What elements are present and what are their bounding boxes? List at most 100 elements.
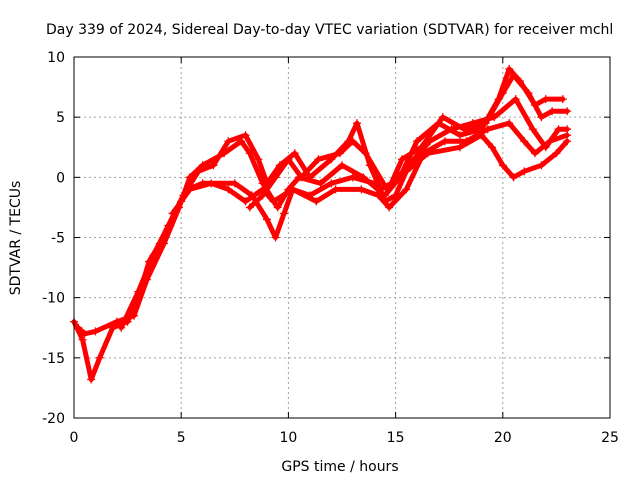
data-point (338, 161, 346, 170)
data-point (537, 161, 546, 170)
data-point (563, 125, 572, 134)
data-point (353, 119, 362, 128)
data-point (509, 173, 518, 182)
data-point (185, 185, 194, 194)
data-point (490, 113, 499, 122)
data-point (558, 95, 567, 104)
data-point (552, 149, 561, 158)
data-point (348, 173, 357, 182)
data-point (541, 143, 550, 152)
y-tick-label: 5 (56, 110, 65, 126)
tick-labels: 0 5 10 15 20 25 -20 -15 -10 -5 0 5 10 (42, 50, 619, 446)
data-series (70, 65, 572, 384)
data-point (447, 125, 456, 134)
data-point (498, 89, 507, 98)
data-point (455, 131, 464, 140)
y-tick-label: 0 (56, 170, 65, 186)
x-tick-label: 20 (494, 430, 512, 446)
data-point (314, 155, 323, 164)
data-point (80, 329, 89, 338)
data-point (438, 113, 447, 122)
data-point (548, 107, 557, 116)
data-point (455, 143, 464, 152)
data-point (258, 191, 267, 200)
series-line (247, 96, 570, 210)
data-point (245, 203, 254, 212)
y-tick-label: -10 (42, 291, 65, 307)
data-point (316, 179, 325, 188)
x-tick-label: 0 (70, 430, 79, 446)
data-point (335, 149, 344, 158)
data-point (520, 137, 529, 146)
data-point (207, 179, 216, 188)
data-point (271, 173, 280, 182)
data-point (117, 323, 126, 332)
chart-title: Day 339 of 2024, Sidereal Day-to-day VTE… (46, 22, 613, 38)
y-axis-title: SDTVAR / TECUs (8, 181, 24, 296)
data-point (509, 71, 518, 80)
data-point (530, 149, 539, 158)
data-point (224, 185, 233, 194)
data-point (95, 353, 104, 362)
data-point (402, 185, 411, 194)
data-point (385, 203, 394, 212)
data-point (87, 375, 96, 384)
series-track-3 (117, 71, 572, 332)
data-point (331, 185, 340, 194)
data-point (241, 131, 250, 140)
x-tick-label: 10 (279, 430, 297, 446)
data-point (290, 149, 299, 158)
data-point (520, 167, 529, 176)
data-point (361, 149, 370, 158)
y-tick-label: -5 (51, 231, 65, 247)
data-point (130, 311, 139, 320)
data-point (230, 179, 239, 188)
data-point (468, 119, 477, 128)
data-point (528, 125, 537, 134)
data-point (194, 167, 203, 176)
data-point (524, 89, 533, 98)
data-point (271, 233, 280, 242)
data-point (164, 221, 173, 230)
data-point (505, 65, 514, 74)
axis-ticks (73, 56, 611, 419)
y-tick-label: -20 (42, 411, 65, 427)
data-point (488, 143, 497, 152)
data-point (273, 203, 282, 212)
data-point (78, 335, 87, 344)
data-point (149, 251, 158, 260)
y-tick-label: 10 (47, 50, 65, 66)
data-point (505, 119, 514, 128)
data-point (462, 137, 471, 146)
data-point (209, 161, 218, 170)
data-point (413, 137, 422, 146)
data-point (554, 125, 563, 134)
data-point (254, 155, 263, 164)
data-point (91, 327, 100, 336)
series-line (71, 132, 570, 382)
data-point (74, 323, 83, 332)
data-point (374, 191, 383, 200)
data-point (284, 155, 293, 164)
data-point (498, 161, 507, 170)
grid (74, 57, 610, 418)
data-point (511, 95, 520, 104)
data-point (440, 137, 449, 146)
data-point (112, 317, 121, 326)
data-point (383, 185, 392, 194)
x-axis-title: GPS time / hours (281, 459, 398, 475)
data-point (262, 215, 271, 224)
data-point (224, 137, 233, 146)
y-tick-label: -15 (42, 351, 65, 367)
x-tick-label: 15 (387, 430, 405, 446)
data-point (348, 137, 357, 146)
data-point (357, 185, 366, 194)
data-point (305, 173, 314, 182)
data-point (541, 95, 550, 104)
data-point (269, 197, 278, 206)
data-point (537, 113, 546, 122)
data-point (425, 137, 434, 146)
data-point (168, 209, 177, 218)
data-point (297, 173, 306, 182)
